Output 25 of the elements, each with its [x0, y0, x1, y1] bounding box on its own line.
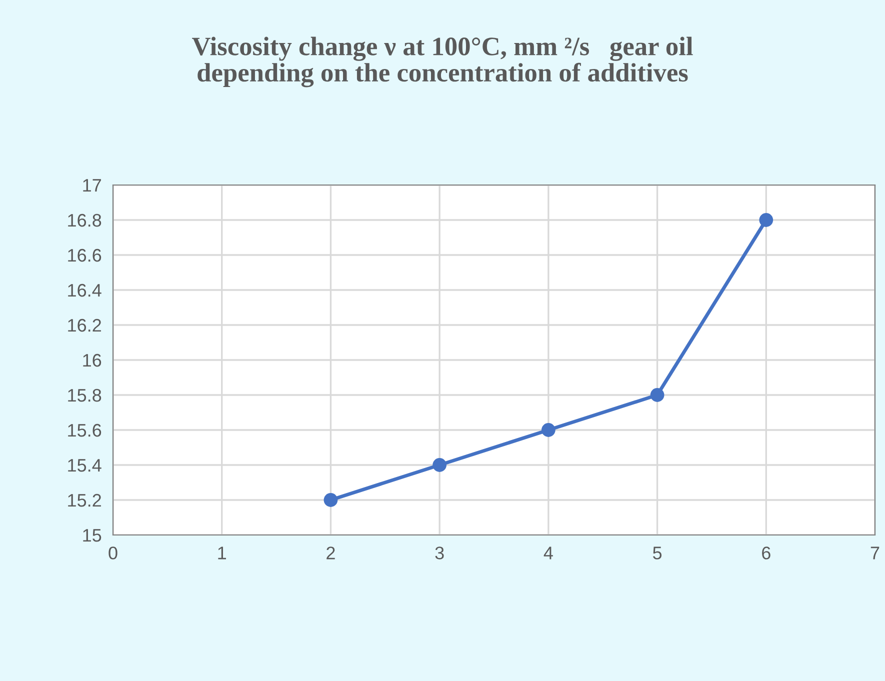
y-tick-label: 15.2	[68, 494, 101, 507]
y-tick-label: 15.8	[68, 388, 102, 402]
y-tick-label: 15.4	[68, 459, 102, 472]
point	[541, 423, 556, 437]
y-tick-label: 17	[83, 179, 101, 192]
y-tick-label: 16	[83, 354, 102, 367]
x-tick-label: 3	[435, 546, 444, 560]
point	[650, 388, 664, 402]
point	[759, 213, 774, 227]
x-tick-label: 0	[108, 546, 118, 560]
x-tick-label: 6	[762, 546, 770, 560]
x-tick-label: 7	[870, 546, 880, 560]
x-tick-label: 2	[326, 546, 335, 560]
x-tick-label: 1	[218, 546, 226, 560]
x-tick-label: 4	[544, 546, 553, 560]
point	[324, 493, 338, 507]
y-tick-label: 15	[83, 529, 102, 542]
y-tick-label: 15.6	[68, 424, 102, 437]
x-tick-label: 5	[652, 546, 662, 560]
chart-title: Viscosity change ν at 100°C, mm ²/s gear oil depending on the concentration of additives	[192, 36, 693, 88]
point	[432, 458, 447, 472]
y-tick-label: 16.2	[68, 318, 101, 332]
y-tick-label: 16.4	[68, 284, 102, 297]
y-tick-label: 16.6	[68, 248, 102, 262]
y-tick-label: 16.8	[68, 214, 102, 227]
